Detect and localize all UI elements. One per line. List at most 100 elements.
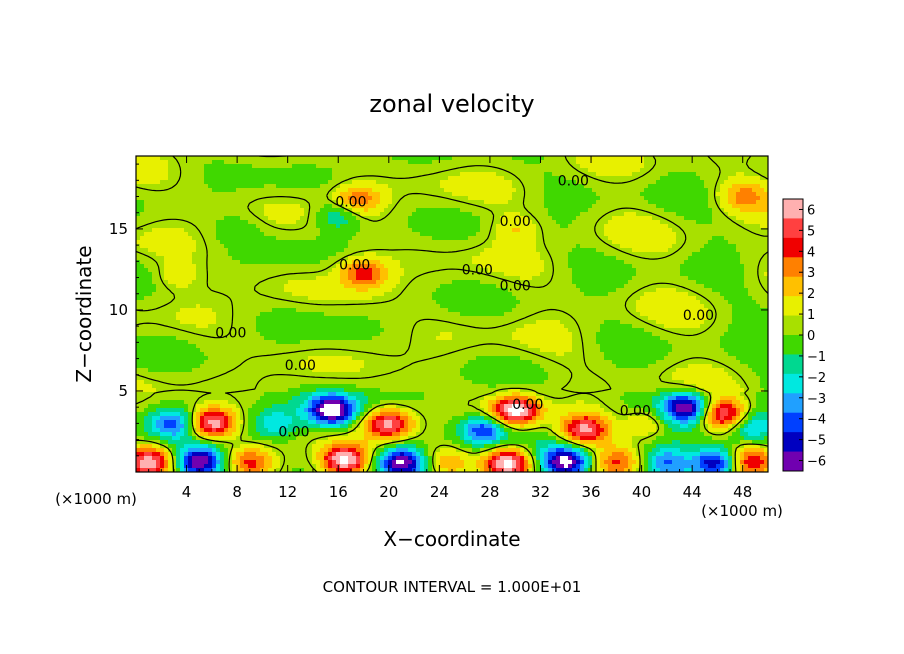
heatmap-cell	[628, 204, 633, 209]
heatmap-cell	[612, 224, 617, 229]
heatmap-cell	[292, 244, 297, 249]
heatmap-cell	[508, 252, 513, 257]
heatmap-cell	[596, 196, 601, 201]
heatmap-cell	[692, 264, 697, 269]
heatmap-cell	[508, 216, 513, 221]
heatmap-cell	[200, 256, 205, 261]
heatmap-cell	[156, 240, 161, 245]
heatmap-cell	[320, 160, 325, 165]
heatmap-cell	[348, 244, 353, 249]
heatmap-cell	[636, 208, 641, 213]
heatmap-cell	[164, 228, 169, 233]
heatmap-cell	[744, 220, 749, 225]
heatmap-cell	[160, 208, 165, 213]
heatmap-cell	[176, 188, 181, 193]
heatmap-cell	[268, 156, 273, 161]
heatmap-cell	[260, 208, 265, 213]
heatmap-cell	[152, 208, 157, 213]
heatmap-cell	[668, 264, 673, 269]
heatmap-cell	[572, 196, 577, 201]
heatmap-cell	[680, 276, 685, 281]
heatmap-cell	[376, 216, 381, 221]
heatmap-cell	[484, 192, 489, 197]
heatmap-cell	[632, 252, 637, 257]
heatmap-cell	[252, 196, 257, 201]
heatmap-cell	[584, 244, 589, 249]
heatmap-cell	[252, 168, 257, 173]
heatmap-cell	[404, 188, 409, 193]
heatmap-cell	[448, 264, 453, 269]
heatmap-cell	[164, 196, 169, 201]
heatmap-cell	[360, 192, 365, 197]
heatmap-cell	[556, 176, 561, 181]
heatmap-cell	[600, 236, 605, 241]
heatmap-cell	[568, 184, 573, 189]
heatmap-cell	[596, 180, 601, 185]
heatmap-cell	[256, 272, 261, 277]
heatmap-cell	[744, 244, 749, 249]
heatmap-cell	[436, 188, 441, 193]
heatmap-cell	[552, 176, 557, 181]
heatmap-cell	[756, 216, 761, 221]
heatmap-cell	[728, 244, 733, 249]
heatmap-cell	[660, 236, 665, 241]
heatmap-cell	[204, 260, 209, 265]
heatmap-cell	[272, 160, 277, 165]
heatmap-cell	[692, 272, 697, 277]
heatmap-cell	[680, 232, 685, 237]
heatmap-cell	[212, 212, 217, 217]
heatmap-cell	[668, 232, 673, 237]
heatmap-cell	[188, 184, 193, 189]
heatmap-cell	[572, 276, 577, 281]
heatmap-cell	[764, 220, 768, 225]
heatmap-cell	[596, 212, 601, 217]
heatmap-cell	[396, 208, 401, 213]
heatmap-cell	[364, 188, 369, 193]
heatmap-cell	[224, 240, 229, 245]
heatmap-cell	[728, 236, 733, 241]
heatmap-cell	[516, 236, 521, 241]
heatmap-cell	[660, 264, 665, 269]
heatmap-cell	[688, 268, 693, 273]
heatmap-cell	[536, 248, 541, 253]
heatmap-cell	[408, 268, 413, 273]
heatmap-cell	[416, 240, 421, 245]
heatmap-cell	[484, 196, 489, 201]
heatmap-cell	[636, 204, 641, 209]
heatmap-cell	[284, 208, 289, 213]
heatmap-cell	[348, 228, 353, 233]
heatmap-cell	[684, 172, 689, 177]
heatmap-cell	[312, 184, 317, 189]
heatmap-cell	[612, 272, 617, 277]
heatmap-cell	[168, 160, 173, 165]
heatmap-cell	[524, 232, 529, 237]
heatmap-cell	[512, 216, 517, 221]
heatmap-cell	[444, 164, 449, 169]
heatmap-cell	[660, 220, 665, 225]
heatmap-cell	[408, 200, 413, 205]
heatmap-cell	[168, 180, 173, 185]
heatmap-cell	[396, 216, 401, 221]
heatmap-cell	[420, 204, 425, 209]
heatmap-cell	[392, 264, 397, 269]
heatmap-cell	[448, 156, 453, 161]
heatmap-cell	[176, 156, 181, 161]
heatmap-cell	[480, 208, 485, 213]
heatmap-cell	[368, 272, 373, 277]
heatmap-cell	[184, 180, 189, 185]
heatmap-cell	[380, 236, 385, 241]
heatmap-cell	[364, 280, 369, 285]
heatmap-cell	[748, 272, 753, 277]
heatmap-cell	[584, 192, 589, 197]
heatmap-cell	[320, 156, 325, 161]
heatmap-cell	[412, 200, 417, 205]
heatmap-cell	[264, 268, 269, 273]
heatmap-cell	[316, 280, 321, 285]
heatmap-cell	[180, 156, 185, 161]
heatmap-cell	[436, 204, 441, 209]
heatmap-cell	[328, 220, 333, 225]
heatmap-cell	[320, 260, 325, 265]
heatmap-cell	[724, 272, 729, 277]
heatmap-cell	[372, 236, 377, 241]
heatmap-cell	[604, 248, 609, 253]
